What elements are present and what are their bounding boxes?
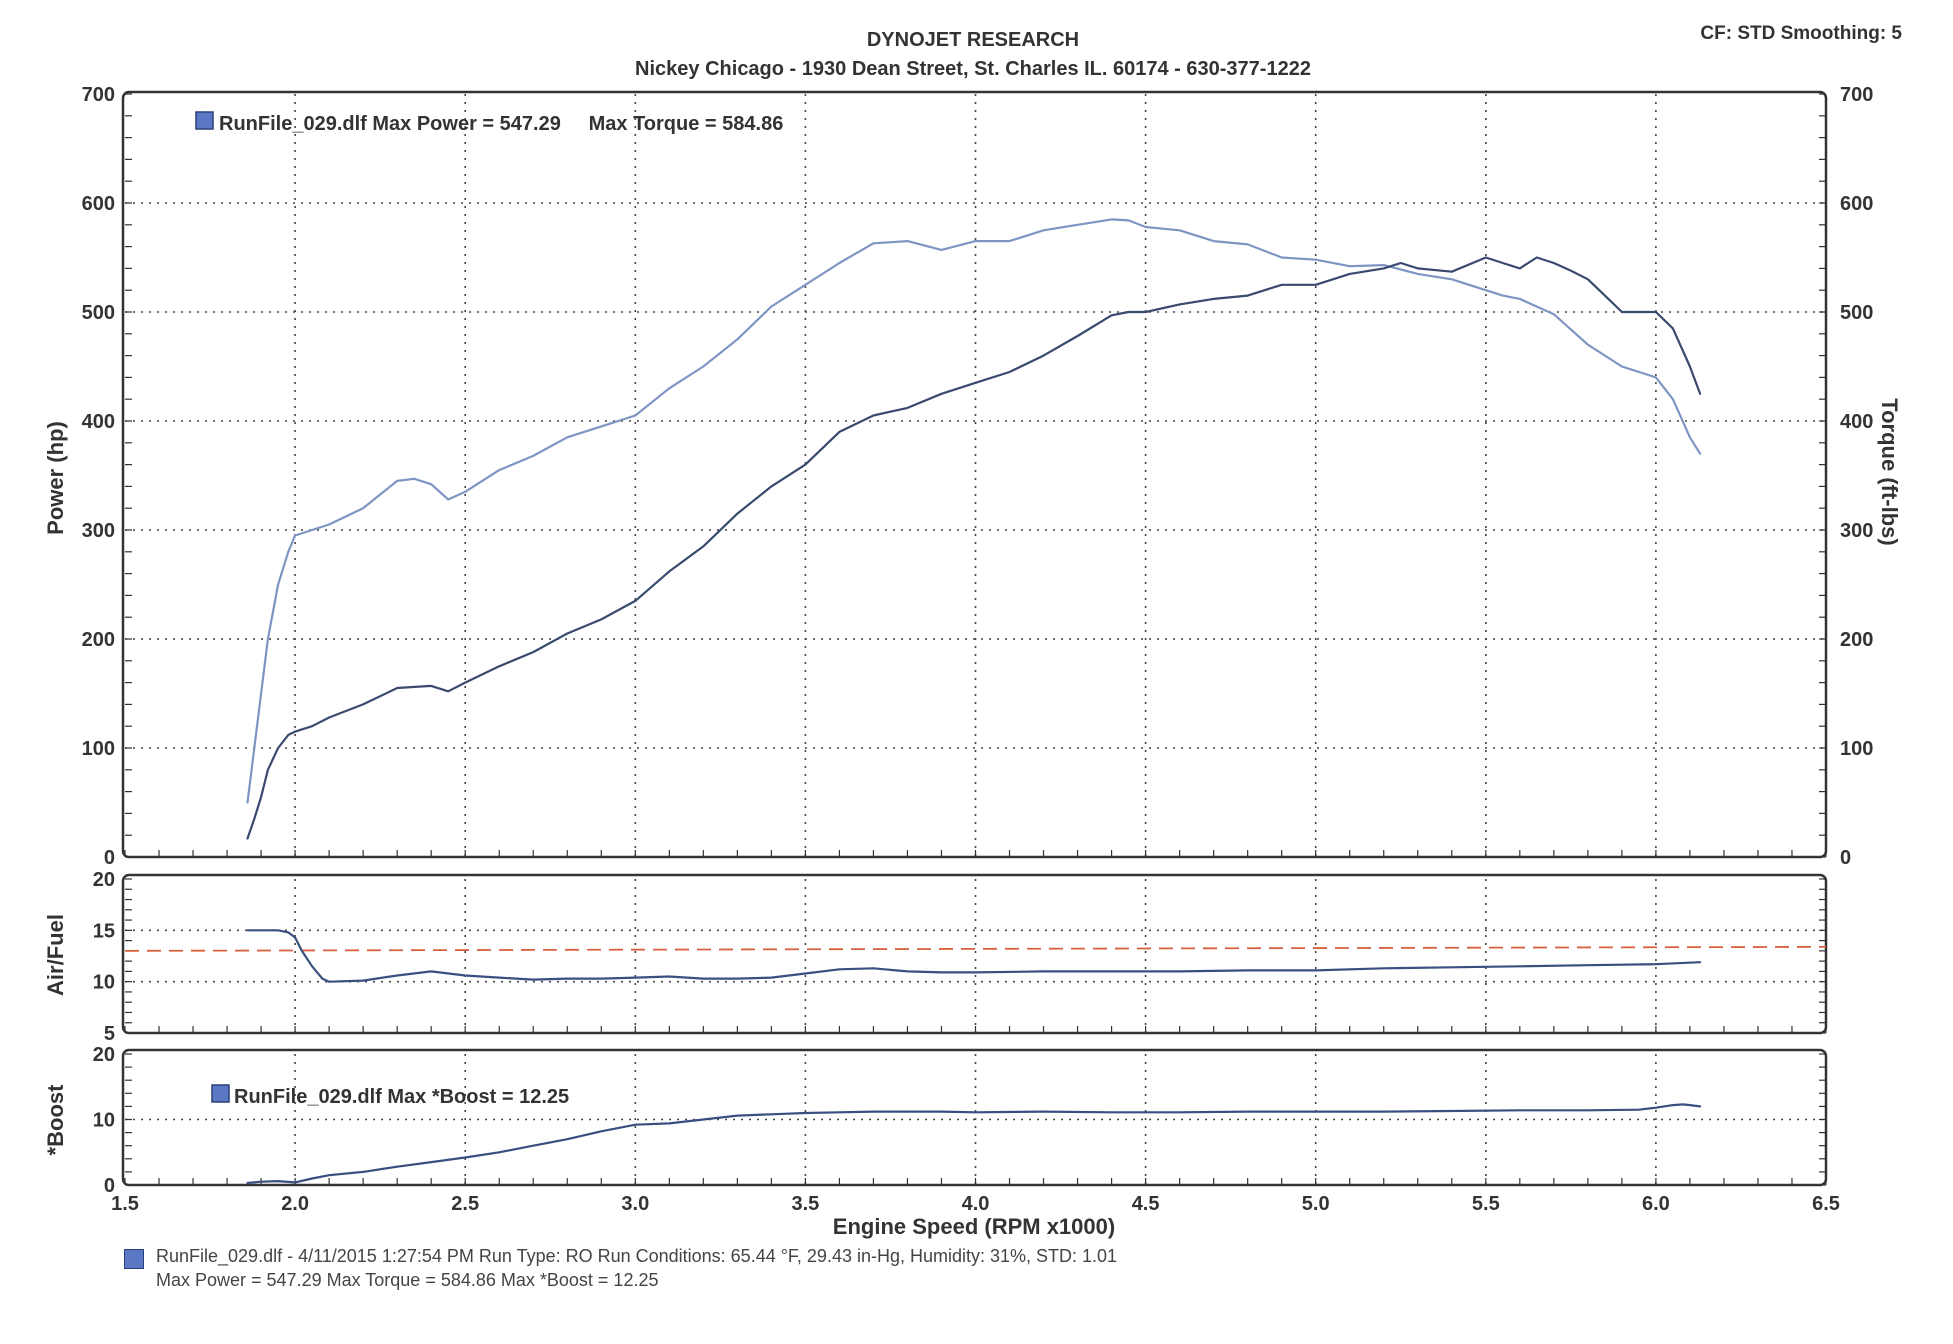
x-tick-label: 3.0 bbox=[621, 1193, 649, 1215]
y-tick-label: 200 bbox=[82, 629, 115, 651]
y-tick-label: 400 bbox=[82, 411, 115, 433]
boost-legend-marker bbox=[211, 1084, 230, 1103]
run-info-line: RunFile_029.dlf - 4/11/2015 1:27:54 PM R… bbox=[156, 1246, 1118, 1266]
run-file-marker bbox=[124, 1249, 144, 1269]
air-fuel-line bbox=[246, 929, 1702, 983]
x-tick-label: 1.5 bbox=[111, 1193, 139, 1215]
boost-legend: RunFile_029.dlf Max *Boost = 12.25 bbox=[234, 1086, 569, 1108]
y-tick-label: 5 bbox=[104, 1023, 115, 1045]
power-torque-panel-frame bbox=[121, 90, 1828, 859]
x-tick-label: 5.5 bbox=[1472, 1193, 1500, 1215]
x-tick-label: 2.0 bbox=[281, 1193, 309, 1215]
x-tick-label: 6.0 bbox=[1642, 1193, 1670, 1215]
y2-tick-label: 0 bbox=[1840, 847, 1851, 869]
x-tick-label: 6.5 bbox=[1812, 1193, 1840, 1215]
x-tick-label: 3.5 bbox=[791, 1193, 819, 1215]
x-tick-label: 4.5 bbox=[1132, 1193, 1160, 1215]
y-tick-label: 10 bbox=[93, 972, 115, 994]
y-tick-label: 300 bbox=[82, 520, 115, 542]
power-line bbox=[246, 256, 1702, 840]
y-tick-label: 10 bbox=[93, 1110, 115, 1132]
x-tick-label: 4.0 bbox=[962, 1193, 990, 1215]
y2-tick-label: 200 bbox=[1840, 629, 1873, 651]
boost-panel-frame bbox=[121, 1048, 1828, 1187]
y-tick-label: 15 bbox=[93, 920, 115, 942]
torque-line bbox=[246, 218, 1702, 804]
tick-layer: 0100200300400500600700510152001020010020… bbox=[82, 84, 1874, 1215]
y-tick-label: 20 bbox=[93, 869, 115, 891]
air-fuel-axis-label: Air/Fuel bbox=[43, 914, 68, 996]
series-layer bbox=[124, 218, 1827, 1185]
power-axis-label: Power (hp) bbox=[43, 421, 68, 535]
y-tick-label: 600 bbox=[82, 193, 115, 215]
y2-tick-label: 700 bbox=[1840, 84, 1873, 106]
x-tick-label: 2.5 bbox=[451, 1193, 479, 1215]
chart-title: DYNOJET RESEARCH bbox=[867, 29, 1079, 51]
boost-axis-label: *Boost bbox=[43, 1084, 68, 1156]
settings-label: CF: STD Smoothing: 5 bbox=[1700, 23, 1902, 44]
boost-line bbox=[246, 1103, 1702, 1185]
power-torque-legend: RunFile_029.dlf Max Power = 547.29 Max T… bbox=[219, 113, 783, 135]
y-tick-label: 0 bbox=[104, 1175, 115, 1197]
y2-tick-label: 600 bbox=[1840, 193, 1873, 215]
power-torque-legend-marker bbox=[195, 111, 214, 130]
chart-subtitle: Nickey Chicago - 1930 Dean Street, St. C… bbox=[635, 58, 1311, 80]
run-max-values-line: Max Power = 547.29 Max Torque = 584.86 M… bbox=[156, 1270, 659, 1290]
x-tick-label: 5.0 bbox=[1302, 1193, 1330, 1215]
y2-tick-label: 500 bbox=[1840, 302, 1873, 324]
y-tick-label: 500 bbox=[82, 302, 115, 324]
grid-layer bbox=[124, 93, 1827, 1186]
y2-tick-label: 100 bbox=[1840, 738, 1873, 760]
y2-tick-label: 300 bbox=[1840, 520, 1873, 542]
air-fuel-target-line bbox=[124, 945, 1827, 952]
y-tick-label: 20 bbox=[93, 1044, 115, 1066]
y-tick-label: 100 bbox=[82, 738, 115, 760]
y-tick-label: 700 bbox=[82, 84, 115, 106]
y-tick-label: 0 bbox=[104, 847, 115, 869]
air-fuel-panel-frame bbox=[121, 873, 1828, 1035]
y2-tick-label: 400 bbox=[1840, 411, 1873, 433]
torque-axis-label: Torque (ft-lbs) bbox=[1877, 398, 1902, 545]
x-axis-label: Engine Speed (RPM x1000) bbox=[833, 1214, 1115, 1239]
